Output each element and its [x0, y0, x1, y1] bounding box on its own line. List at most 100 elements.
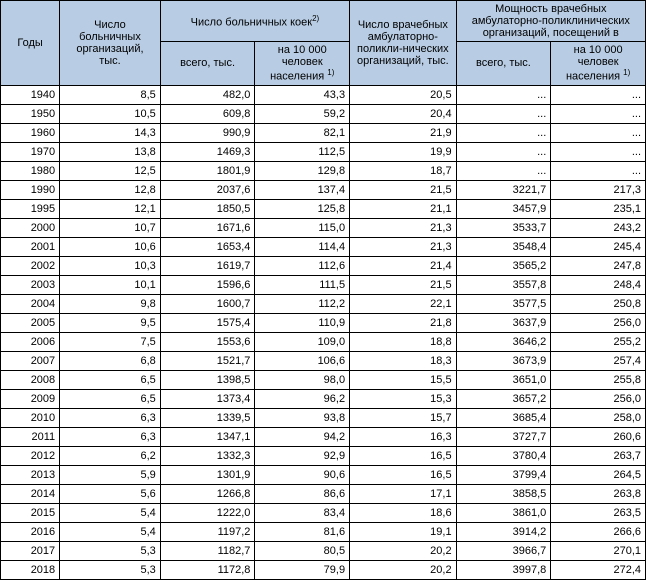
cell: 1347,1 [160, 427, 255, 446]
cell: 92,9 [255, 446, 350, 465]
cell: 2006 [1, 332, 60, 351]
cell: 21,1 [350, 199, 457, 218]
table-row: 20106,31339,593,815,73685,4258,0 [1, 408, 646, 427]
cell: 3565,2 [456, 256, 551, 275]
cell: 1182,7 [160, 541, 255, 560]
cell: 5,4 [60, 503, 161, 522]
cell: 2000 [1, 218, 60, 237]
table-row: 197013,81469,3112,519,9...... [1, 142, 646, 161]
cell: 1970 [1, 142, 60, 161]
th-hosp-orgs: Число больничных организаций, тыс. [60, 1, 161, 86]
cell: 12,1 [60, 199, 161, 218]
cell: 243,2 [551, 218, 646, 237]
cell: 12,5 [60, 161, 161, 180]
cell: 129,8 [255, 161, 350, 180]
cell: 1197,2 [160, 522, 255, 541]
table-row: 20135,91301,990,616,53799,4264,5 [1, 465, 646, 484]
cell: 2002 [1, 256, 60, 275]
cell: 256,0 [551, 389, 646, 408]
cell: 609,8 [160, 104, 255, 123]
cell: 263,7 [551, 446, 646, 465]
cell: 1553,6 [160, 332, 255, 351]
cell: 93,8 [255, 408, 350, 427]
cell: 1596,6 [160, 275, 255, 294]
health-stats-table: Годы Число больничных организаций, тыс. … [0, 0, 646, 580]
cell: 80,5 [255, 541, 350, 560]
cell: 15,5 [350, 370, 457, 389]
cell: 6,8 [60, 351, 161, 370]
cell: 1600,7 [160, 294, 255, 313]
cell: ... [551, 161, 646, 180]
cell: 1339,5 [160, 408, 255, 427]
cell: 263,5 [551, 503, 646, 522]
table-row: 20059,51575,4110,921,83637,9256,0 [1, 313, 646, 332]
cell: ... [456, 142, 551, 161]
cell: 16,5 [350, 465, 457, 484]
cell: 21,8 [350, 313, 457, 332]
cell: 2009 [1, 389, 60, 408]
cell: 1801,9 [160, 161, 255, 180]
cell: 1980 [1, 161, 60, 180]
cell: 96,2 [255, 389, 350, 408]
cell: 3861,0 [456, 503, 551, 522]
th-cap-total: всего, тыс. [456, 42, 551, 86]
cell: 3651,0 [456, 370, 551, 389]
cell: ... [551, 142, 646, 161]
cell: 217,3 [551, 180, 646, 199]
cell: ... [456, 161, 551, 180]
cell: 21,9 [350, 123, 457, 142]
cell: 112,5 [255, 142, 350, 161]
cell: 247,8 [551, 256, 646, 275]
table-row: 20086,51398,598,015,53651,0255,8 [1, 370, 646, 389]
cell: 9,8 [60, 294, 161, 313]
cell: 482,0 [160, 85, 255, 104]
cell: 235,1 [551, 199, 646, 218]
cell: 106,6 [255, 351, 350, 370]
cell: 12,8 [60, 180, 161, 199]
cell: 1990 [1, 180, 60, 199]
cell: 2001 [1, 237, 60, 256]
cell: 10,3 [60, 256, 161, 275]
table-row: 199512,11850,5125,821,13457,9235,1 [1, 199, 646, 218]
cell: 266,6 [551, 522, 646, 541]
cell: 272,4 [551, 560, 646, 579]
cell: 260,6 [551, 427, 646, 446]
cell: 16,5 [350, 446, 457, 465]
cell: 21,3 [350, 237, 457, 256]
cell: 8,5 [60, 85, 161, 104]
cell: 16,3 [350, 427, 457, 446]
cell: 6,2 [60, 446, 161, 465]
cell: 270,1 [551, 541, 646, 560]
cell: 250,8 [551, 294, 646, 313]
cell: 257,4 [551, 351, 646, 370]
cell: 137,4 [255, 180, 350, 199]
cell: 98,0 [255, 370, 350, 389]
th-years: Годы [1, 1, 60, 86]
cell: 1995 [1, 199, 60, 218]
cell: 20,4 [350, 104, 457, 123]
cell: 18,6 [350, 503, 457, 522]
table-row: 19408,5482,043,320,5...... [1, 85, 646, 104]
cell: ... [551, 85, 646, 104]
table-row: 20155,41222,083,418,63861,0263,5 [1, 503, 646, 522]
cell: 5,3 [60, 560, 161, 579]
cell: 6,3 [60, 427, 161, 446]
cell: 1373,4 [160, 389, 255, 408]
cell: 13,8 [60, 142, 161, 161]
cell: 114,4 [255, 237, 350, 256]
table-row: 200310,11596,6111,521,53557,8248,4 [1, 275, 646, 294]
cell: 1960 [1, 123, 60, 142]
cell: 3657,2 [456, 389, 551, 408]
cell: 1398,5 [160, 370, 255, 389]
cell: 3799,4 [456, 465, 551, 484]
cell: 2037,6 [160, 180, 255, 199]
cell: 125,8 [255, 199, 350, 218]
cell: 2013 [1, 465, 60, 484]
cell: 20,2 [350, 541, 457, 560]
cell: ... [551, 123, 646, 142]
cell: 3780,4 [456, 446, 551, 465]
cell: 109,0 [255, 332, 350, 351]
cell: 2018 [1, 560, 60, 579]
cell: 21,4 [350, 256, 457, 275]
cell: 9,5 [60, 313, 161, 332]
